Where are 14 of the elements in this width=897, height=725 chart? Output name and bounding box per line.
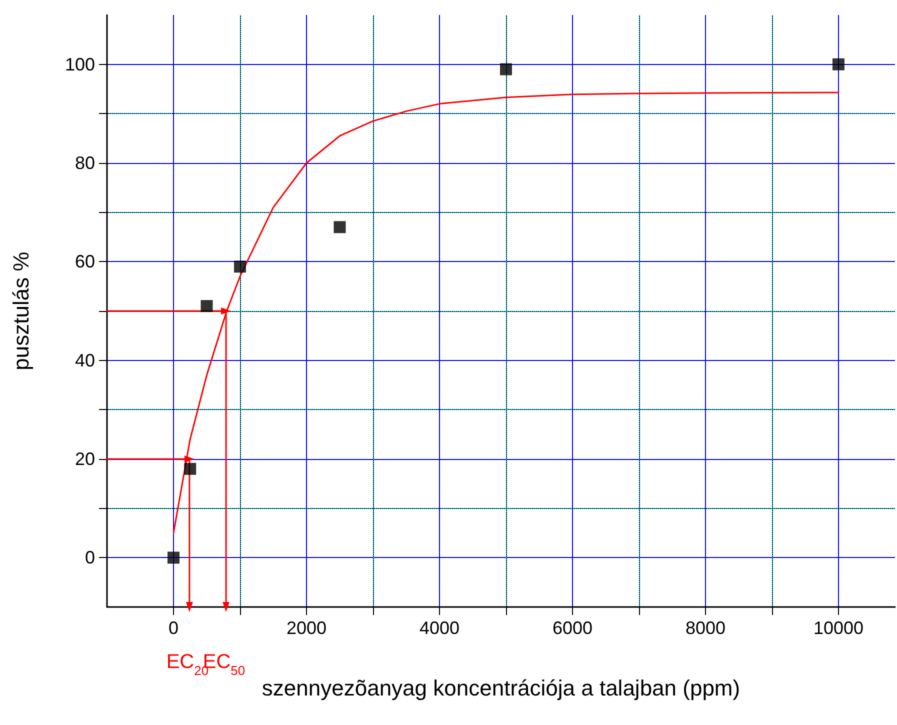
y-tick-label: 80 (74, 153, 95, 173)
y-tick-label: 60 (74, 252, 95, 272)
x-tick-label: 0 (168, 618, 179, 638)
x-tick-label: 4000 (419, 618, 460, 638)
x-tick-label: 6000 (552, 618, 593, 638)
x-axis-title: szennyezõanyag koncentrációja a talajban (ppm) (262, 676, 740, 700)
x-tick-label: 8000 (685, 618, 726, 638)
y-tick-label: 20 (74, 449, 95, 469)
x-tick-label: 10000 (813, 618, 864, 638)
y-tick-label: 100 (64, 54, 95, 74)
y-tick-label: 0 (84, 548, 95, 568)
y-tick-label: 40 (74, 350, 95, 370)
x-tick-label: 2000 (286, 618, 327, 638)
y-axis-title: pusztulás % (8, 252, 34, 370)
